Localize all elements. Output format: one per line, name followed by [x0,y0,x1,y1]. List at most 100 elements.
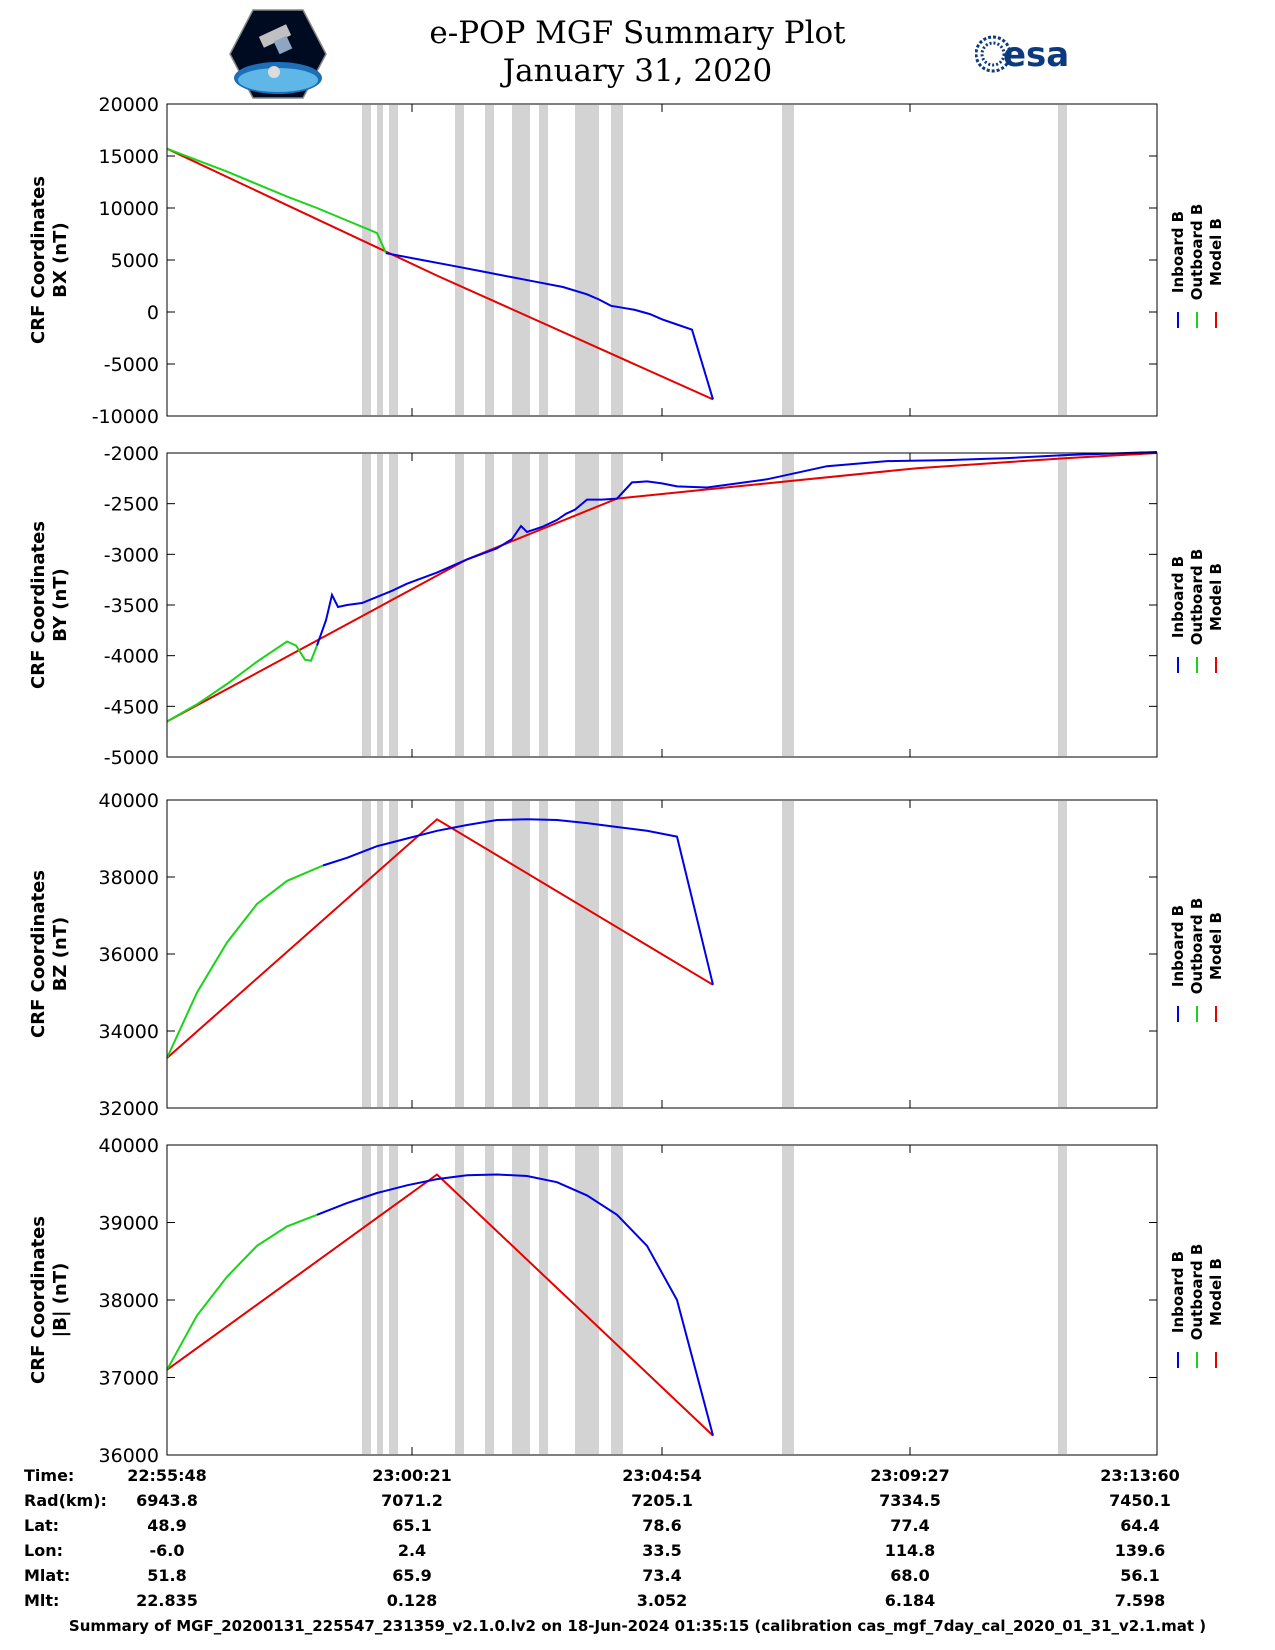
data-gap-band [485,454,494,756]
ephemeris-value: 23:09:27 [870,1466,950,1485]
legend-label: Model B [1207,218,1225,286]
y-axis-label: BY (nT) [50,568,71,642]
ephemeris-value: -6.0 [150,1541,185,1560]
ephemeris-value: 7205.1 [631,1491,693,1510]
ephemeris-row-label: Lon: [24,1541,63,1560]
ephemeris-value: 7071.2 [381,1491,443,1510]
series-line-model-b [166,1173,714,1437]
series-line-model-b [166,147,714,401]
data-gap-band [611,1146,623,1454]
ephemeris-value: 6.184 [885,1591,936,1610]
ephemeris-value: 23:00:21 [372,1466,452,1485]
y-tick-label: 40000 [99,790,159,812]
y-tick-label: -4000 [104,646,159,668]
data-gap-band [1058,454,1067,756]
legend-label: Inboard B [1169,556,1187,638]
y-axis-label: BX (nT) [50,222,71,297]
data-gap-band [377,454,383,756]
ephemeris-value: 23:04:54 [622,1466,702,1485]
ephemeris-value: 73.4 [642,1566,681,1585]
series-line-outboard-b [166,1213,318,1371]
data-gap-band [455,801,464,1107]
ephemeris-value: 64.4 [1120,1516,1159,1535]
data-gap-band [782,105,794,415]
y-tick-label: 20000 [99,94,159,116]
ephemeris-value: 7.598 [1115,1591,1166,1610]
data-gap-band [455,105,464,415]
data-gap-band [377,1146,383,1454]
legend-label: Inboard B [1169,1251,1187,1333]
ephemeris-row-label: Rad(km): [24,1491,107,1510]
ephemeris-value: 65.9 [392,1566,431,1585]
data-gap-band [455,1146,464,1454]
y-axis-label: BZ (nT) [50,917,71,992]
y-axis-label: CRF Coordinates [28,870,49,1038]
data-gap-band [512,105,530,415]
legend-label: Model B [1207,1258,1225,1326]
ephemeris-row-label: Mlat: [24,1566,70,1585]
data-gap-band [1058,105,1067,415]
legend-label: Model B [1207,912,1225,980]
y-tick-label: 34000 [99,1021,159,1043]
footer-caption: Summary of MGF_20200131_225547_231359_v2… [68,1617,1207,1635]
ephemeris-value: 22.835 [136,1591,198,1610]
y-tick-label: 36000 [99,944,159,966]
legend-label: Model B [1207,563,1225,631]
plot-frame [166,452,1158,758]
ephemeris-row-label: Time: [24,1466,74,1485]
esa-logo: esa [974,30,1095,80]
esa-logo-text: esa [1003,35,1069,75]
legend-label: Outboard B [1188,1244,1206,1341]
data-gap-band [485,801,494,1107]
ephemeris-value: 56.1 [1120,1566,1159,1585]
data-gap-band [455,454,464,756]
series-line-model-b [166,818,714,1059]
y-tick-label: -3000 [104,544,159,566]
plot-frame [166,103,1158,417]
ephemeris-value: 23:13:60 [1100,1466,1180,1485]
y-axis-label: |B| (nT) [50,1263,71,1338]
data-gap-band [377,105,383,415]
y-tick-label: -10000 [92,406,159,428]
ephemeris-row-label: Mlt: [24,1591,59,1610]
y-tick-label: 38000 [99,1290,159,1312]
legend-label: Inboard B [1169,905,1187,987]
ephemeris-value: 0.128 [387,1591,438,1610]
data-gap-band [389,1146,398,1454]
ephemeris-value: 3.052 [637,1591,688,1610]
data-gap-band [575,1146,599,1454]
y-tick-label: 5000 [111,250,159,272]
y-tick-label: -4500 [104,696,159,718]
data-gap-band [485,1146,494,1454]
ephemeris-value: 139.6 [1115,1541,1166,1560]
data-gap-band [1058,801,1067,1107]
legend-label: Outboard B [1188,898,1206,995]
y-tick-label: -2000 [104,443,159,465]
data-gap-band [575,454,599,756]
series-line-inboard-b [385,252,714,400]
data-gap-band [611,801,623,1107]
title-line-2: January 31, 2020 [502,53,773,89]
ephemeris-value: 51.8 [147,1566,186,1585]
plot-frame [166,1144,1158,1456]
y-tick-label: 37000 [99,1368,159,1390]
data-gap-band [362,105,371,415]
y-tick-label: 32000 [99,1098,159,1120]
y-tick-label: 38000 [99,867,159,889]
series-line-inboard-b [316,451,1158,646]
y-axis-label: CRF Coordinates [28,1216,49,1384]
ephemeris-row-label: Lat: [24,1516,59,1535]
ephemeris-value: 33.5 [642,1541,681,1560]
data-gap-band [512,801,530,1107]
ephemeris-value: 65.1 [392,1516,431,1535]
cassiope-logo [228,8,328,100]
data-gap-band [362,454,371,756]
legend-label: Outboard B [1188,204,1206,301]
series-line-outboard-b [166,864,324,1059]
series-line-outboard-b [166,147,387,254]
ephemeris-value: 22:55:48 [127,1466,207,1485]
data-gap-band [362,1146,371,1454]
data-gap-band [485,105,494,415]
y-axis-label: CRF Coordinates [28,521,49,689]
series-line-inboard-b [316,1173,714,1436]
